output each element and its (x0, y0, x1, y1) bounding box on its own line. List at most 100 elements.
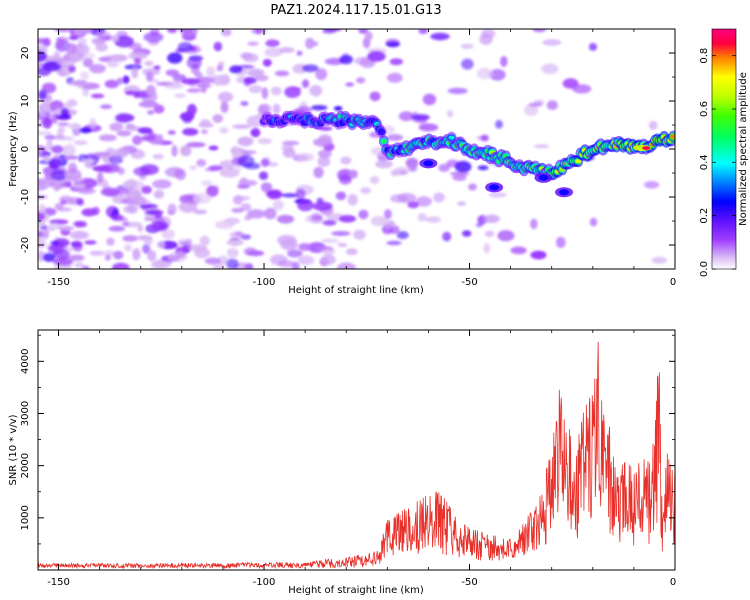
spectrogram-noise-blob (208, 165, 223, 171)
spectrogram-noise-blob (532, 29, 546, 33)
spectrogram-noise-blob (219, 127, 229, 134)
spectrogram-noise-blob (542, 39, 562, 46)
x-tick-label: -100 (253, 577, 276, 588)
spectrogram-noise-blob (52, 258, 73, 266)
spectrogram-noise-blob (225, 258, 239, 269)
spectrogram-noise-blob (226, 247, 239, 258)
spectrogram-noise-blob (247, 41, 259, 46)
spectrogram-noise-blob (338, 215, 357, 223)
spectrogram-noise-blob (476, 67, 493, 80)
colorbar-ticks: 0.0 0.2 0.4 0.6 0.8 (699, 48, 736, 277)
spectrogram-noise-blob (145, 84, 156, 97)
spectrogram-noise-blob (167, 130, 176, 135)
spectrogram-noise-blob (264, 207, 277, 220)
spectrogram-noise-blob (64, 168, 82, 181)
spectrogram-noise-blob (204, 257, 221, 265)
spectrogram-noise-blob (277, 260, 297, 268)
spectrogram-noise-blob (147, 250, 157, 262)
spectrogram-noise-blob (265, 39, 280, 47)
spectrogram-noise-blob (74, 220, 87, 228)
spectrogram-noise-blob (338, 174, 352, 185)
spectrogram-noise-blob (232, 124, 251, 129)
spectrogram-noise-blob (530, 218, 538, 230)
ridge-core (575, 159, 582, 164)
spectrogram-noise-blob (47, 244, 64, 253)
spectrogram-noise-blob (398, 170, 408, 175)
spectrogram-noise-blob (220, 159, 235, 169)
spectrogram-noise-blob (317, 149, 332, 158)
y-tick-label: -20 (20, 237, 31, 253)
colorbar: 0.0 0.2 0.4 0.6 0.8 Normalized spectral ampl… (699, 28, 749, 277)
spectrogram-noise-blob (336, 262, 357, 269)
spectrogram-noise-blob (38, 229, 48, 242)
spectrogram-noise-blob (302, 64, 319, 73)
spectrogram-noise-blob (178, 201, 198, 213)
spectrogram-noise-blob (524, 104, 539, 116)
spectrogram-noise-blob (460, 43, 474, 49)
spectrogram-noise-blob (483, 214, 500, 224)
spectrogram-noise-blob (57, 225, 75, 231)
spectrogram-noise-blob (454, 160, 472, 173)
ridge-peak-core (642, 146, 651, 150)
spectrogram-noise-blob (340, 156, 352, 165)
spectrogram-noise-blob (78, 187, 96, 195)
spectrogram-noise-blob (447, 87, 468, 95)
spectrogram-noise-blob (386, 72, 403, 83)
spectrogram-noise-blob (353, 229, 366, 240)
spectrogram-noise-blob (108, 54, 128, 62)
spectrogram-noise-blob (323, 220, 337, 226)
spectrogram-noise-blob (132, 135, 143, 146)
spectrogram-noise-blob (398, 111, 414, 122)
spectrogram-y-axis-label: Frequency (Hz) (8, 111, 19, 187)
spectrogram-noise-blob (237, 136, 254, 147)
spectrogram-noise-blob (217, 61, 225, 68)
spectrogram-noise-blob (648, 120, 658, 130)
spectrogram-noise-blob (212, 263, 224, 269)
spectrogram-noise-blob (237, 155, 255, 168)
spectrogram-noise-blob (240, 203, 252, 212)
spectrogram-noise-blob (154, 212, 162, 219)
spectrogram-noise-blob (243, 150, 257, 155)
spectrogram-noise-blob (683, 126, 692, 138)
spectrogram-noise-blob (193, 192, 212, 204)
spectrogram-noise-blob (418, 123, 439, 132)
spectrogram-noise-blob (92, 152, 111, 157)
spectrogram-noise-blob (81, 265, 90, 269)
y-tick-label: 10 (20, 95, 31, 108)
spectrogram-noise-blob (151, 220, 169, 232)
spectrogram-noise-blob (200, 129, 208, 135)
ridge-core (380, 139, 387, 144)
spectrogram-noise-blob (208, 145, 219, 151)
spectrogram-noise-blob (272, 103, 281, 115)
spectrogram-noise-blob (134, 58, 142, 67)
spectrogram-noise-blob (389, 58, 403, 66)
spectrogram-noise-blob (280, 238, 299, 251)
spectrogram-noise-blob (396, 231, 409, 240)
ridge-side-core (489, 184, 500, 191)
spectrogram-noise-blob (64, 155, 79, 161)
spectrogram-noise-blob (186, 103, 197, 116)
spectrogram-noise-blob (313, 166, 324, 179)
spectrogram-noise-blob (124, 90, 136, 96)
spectrogram-noise-blob (164, 84, 184, 89)
snr-series-line (38, 341, 675, 570)
colorbar-tick-label: 0.8 (699, 48, 710, 64)
spectrogram-noise-blob (167, 251, 188, 262)
spectrogram-noise-blob (76, 198, 84, 206)
spectrogram-noise-blob (480, 134, 489, 142)
spectrogram-noise-blob (46, 139, 53, 151)
spectrogram-noise-blob (196, 159, 207, 167)
spectrogram-noise-blob (206, 66, 216, 77)
spectrogram-noise-blob (433, 192, 445, 203)
spectrogram-noise-blob (272, 200, 284, 211)
spectrogram-noise-blob (38, 211, 45, 222)
spectrogram-x-axis-label: Height of straight line (km) (288, 285, 424, 296)
spectrogram-noise-blob (68, 123, 81, 130)
spectrogram-noise-blob (109, 155, 124, 165)
spectrogram-noise-blob (48, 158, 61, 170)
spectrogram-noise-blob (141, 135, 156, 142)
spectrogram-noise-blob (56, 207, 73, 212)
x-tick-label: -150 (47, 277, 70, 288)
